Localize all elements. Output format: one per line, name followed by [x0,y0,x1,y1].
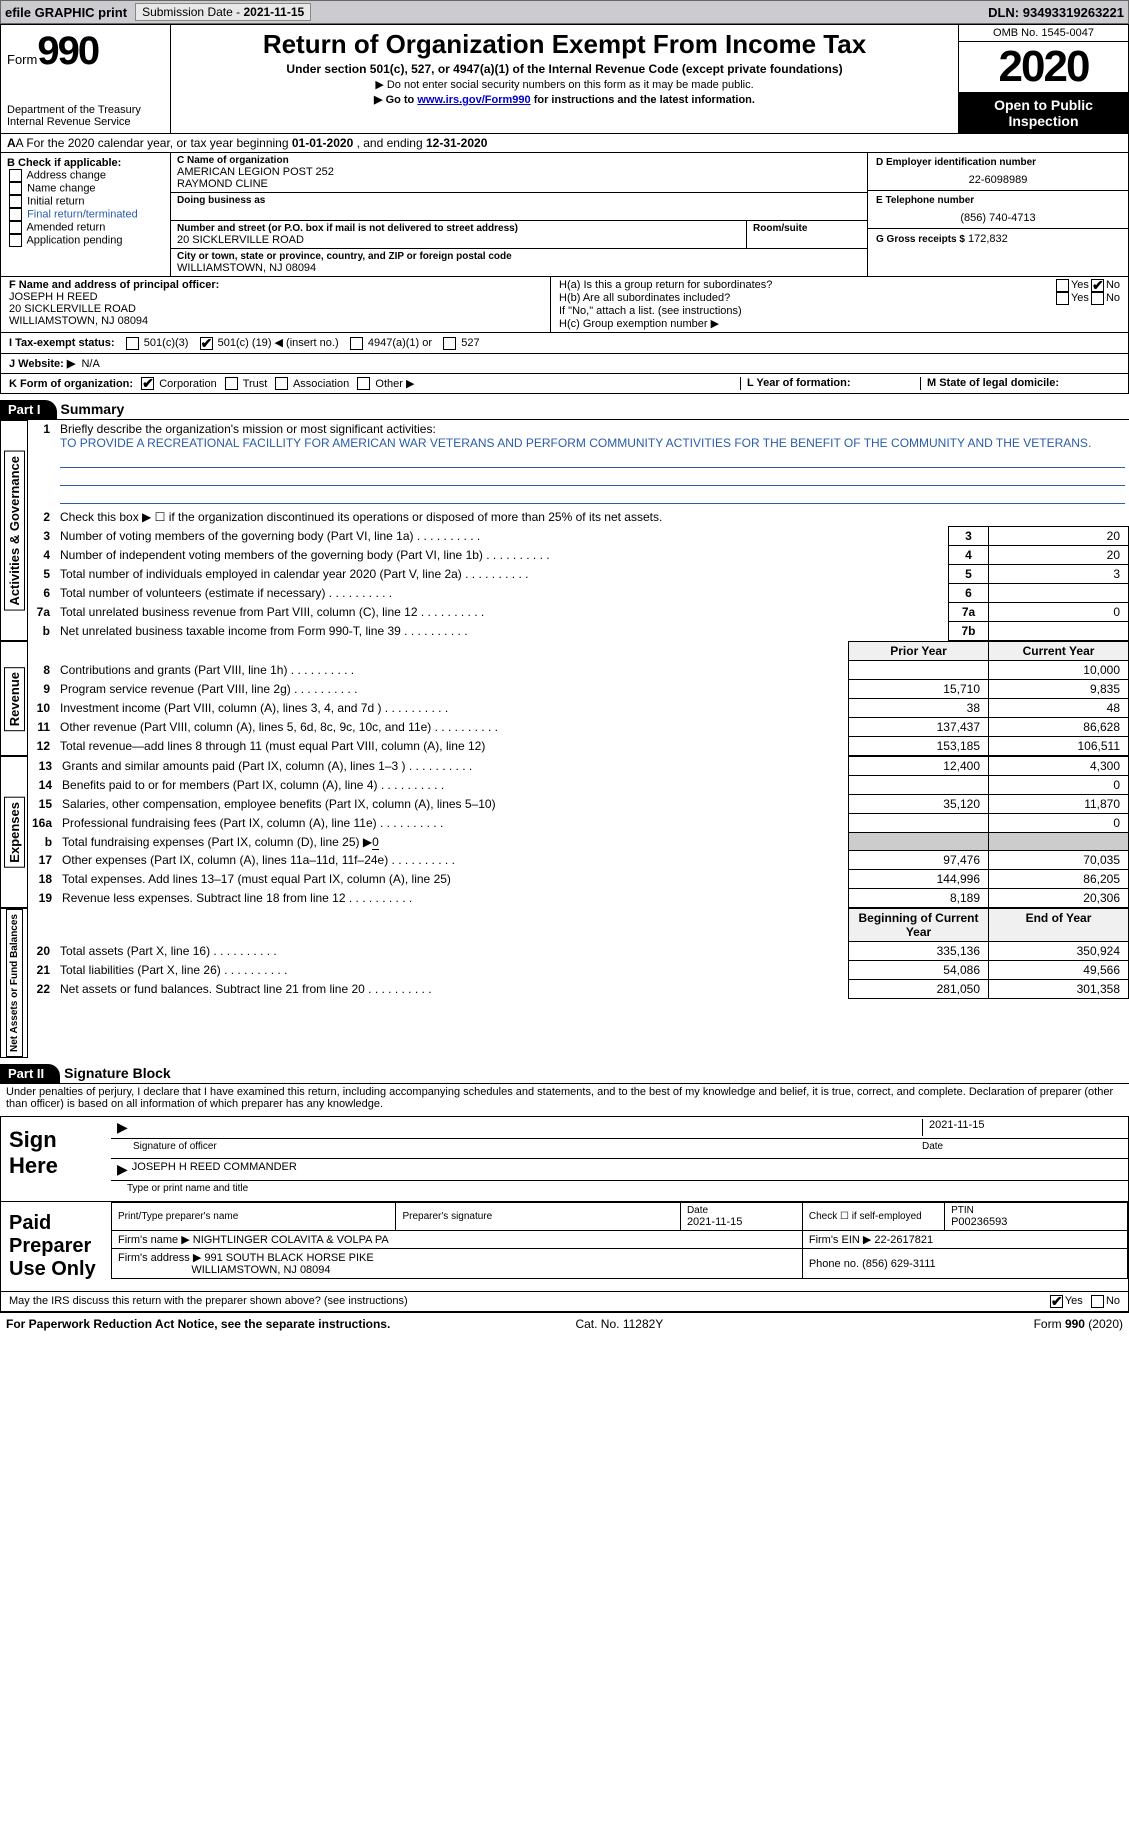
col-c-org-info: C Name of organization AMERICAN LEGION P… [171,153,868,276]
tax-exempt-row: I Tax-exempt status: 501(c)(3) 501(c) (1… [0,333,1129,354]
submission-date-button[interactable]: Submission Date - 2021-11-15 [135,3,311,21]
val-7b [989,622,1129,641]
name-change-checkbox[interactable] [9,182,22,195]
part1-header: Part ISummary [0,400,1129,420]
tab-governance: Activities & Governance [4,451,25,611]
ha-no-checkbox[interactable] [1091,279,1104,292]
discuss-yes-checkbox[interactable] [1050,1295,1063,1308]
klm-row: K Form of organization: Corporation Trus… [0,374,1129,395]
summary-section: Activities & Governance 1 Briefly descri… [0,420,1129,641]
ssn-note: ▶ Do not enter social security numbers o… [175,78,954,91]
amended-return-checkbox[interactable] [9,221,22,234]
ein-value: 22-6098989 [876,174,1120,186]
527-checkbox[interactable] [443,337,456,350]
penalty-statement: Under penalties of perjury, I declare th… [0,1084,1129,1112]
discuss-no-checkbox[interactable] [1091,1295,1104,1308]
org-street: 20 SICKLERVILLE ROAD [177,234,740,246]
top-toolbar: efile GRAPHIC print Submission Date - 20… [0,0,1129,24]
omb-number: OMB No. 1545-0047 [959,25,1128,42]
ptin-value: P00236593 [951,1216,1121,1228]
form-subtitle: Under section 501(c), 527, or 4947(a)(1)… [175,62,954,76]
tab-expenses: Expenses [4,797,25,868]
org-city: WILLIAMSTOWN, NJ 08094 [177,262,861,274]
dln: DLN: 93493319263221 [988,5,1124,20]
phone-value: (856) 740-4713 [876,212,1120,224]
org-name-1: AMERICAN LEGION POST 252 [177,166,861,178]
paid-preparer-label: Paid Preparer Use Only [1,1202,111,1291]
website-row: J Website: ▶ N/A [0,354,1129,374]
efile-label: efile GRAPHIC print [5,5,127,20]
tab-netassets: Net Assets or Fund Balances [6,909,23,1057]
part2-header: Part IISignature Block [0,1064,1129,1084]
val-6 [989,584,1129,603]
form-number-box: Form990 Department of the Treasury Inter… [1,25,171,133]
ha-yes-checkbox[interactable] [1056,279,1069,292]
col-b-checkboxes: B Check if applicable: Address change Na… [1,153,171,276]
firm-name: NIGHTLINGER COLAVITA & VOLPA PA [193,1234,389,1246]
officer-name-title: JOSEPH H REED COMMANDER [132,1161,297,1178]
final-return-checkbox[interactable] [9,208,22,221]
discuss-row: May the IRS discuss this return with the… [0,1292,1129,1312]
application-pending-checkbox[interactable] [9,234,22,247]
501c-checkbox[interactable] [200,337,213,350]
other-checkbox[interactable] [357,377,370,390]
sign-here-label: Sign Here [1,1117,111,1201]
dept-treasury: Department of the Treasury Internal Reve… [7,104,164,128]
arrow-icon: ▶ [117,1161,128,1178]
hb-no-checkbox[interactable] [1091,292,1104,305]
firm-phone: (856) 629-3111 [862,1258,936,1270]
arrow-icon: ▶ [117,1119,128,1136]
mission-text: TO PROVIDE A RECREATIONAL FACILLITY FOR … [60,436,1091,450]
firm-ein: 22-2617821 [874,1234,933,1246]
group-return: H(a) Is this a group return for subordin… [551,277,1128,332]
initial-return-checkbox[interactable] [9,195,22,208]
row-a-tax-year: AA For the 2020 calendar year, or tax ye… [0,134,1129,153]
val-4: 20 [989,546,1129,565]
form-title-box: Return of Organization Exempt From Incom… [171,25,958,133]
page-footer: For Paperwork Reduction Act Notice, see … [0,1312,1129,1335]
address-change-checkbox[interactable] [9,169,22,182]
trust-checkbox[interactable] [225,377,238,390]
form-header: Form990 Department of the Treasury Inter… [0,24,1129,134]
4947-checkbox[interactable] [350,337,363,350]
form-title: Return of Organization Exempt From Incom… [175,29,954,60]
section-fh: F Name and address of principal officer:… [0,277,1129,333]
col-d-ein-phone: D Employer identification number 22-6098… [868,153,1128,276]
val-3: 20 [989,527,1129,546]
open-inspection: Open to Public Inspection [959,93,1128,133]
section-bcd: B Check if applicable: Address change Na… [0,153,1129,277]
form990-link[interactable]: www.irs.gov/Form990 [417,94,530,106]
val-7a: 0 [989,603,1129,622]
signature-block: Sign Here ▶ 2021-11-15 Signature of offi… [0,1116,1129,1292]
tab-revenue: Revenue [4,667,25,731]
gross-receipts: 172,832 [968,233,1008,245]
val-5: 3 [989,565,1129,584]
501c3-checkbox[interactable] [126,337,139,350]
org-name-2: RAYMOND CLINE [177,178,861,190]
year-box: OMB No. 1545-0047 2020 Open to Public In… [958,25,1128,133]
goto-note: ▶ Go to www.irs.gov/Form990 for instruct… [175,93,954,106]
principal-officer: F Name and address of principal officer:… [1,277,551,332]
assoc-checkbox[interactable] [275,377,288,390]
corp-checkbox[interactable] [141,377,154,390]
hb-yes-checkbox[interactable] [1056,292,1069,305]
tax-year: 2020 [959,42,1128,93]
